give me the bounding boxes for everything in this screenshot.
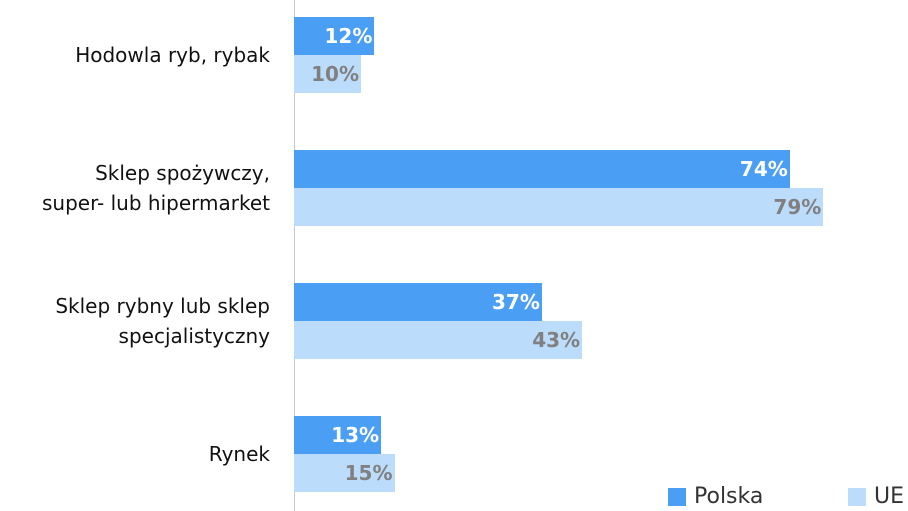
legend-label: Polska [694, 484, 764, 509]
category-label: Sklep spożywczy, super- lub hipermarket [42, 161, 270, 215]
bar [294, 454, 395, 492]
legend-swatch [668, 488, 686, 506]
value-label: 37% [492, 290, 540, 314]
value-label: 10% [311, 62, 359, 86]
value-label: 74% [739, 157, 788, 181]
category-label: Hodowla ryb, rybak [75, 43, 270, 67]
value-label: 13% [331, 423, 380, 447]
value-label: 12% [324, 24, 373, 48]
bar [294, 150, 790, 188]
bar [294, 321, 583, 359]
legend-swatch [848, 488, 866, 506]
bar [294, 55, 361, 93]
category-label: Sklep rybny lub sklep specjalistyczny [55, 294, 270, 348]
legend-label: UE [874, 484, 905, 509]
axis-line [294, 0, 295, 511]
value-label: 15% [344, 461, 393, 485]
category-label: Rynek [208, 442, 270, 466]
bar [294, 17, 375, 55]
bar [294, 416, 382, 454]
bar [294, 283, 542, 321]
value-label: 79% [773, 195, 822, 219]
value-label: 43% [532, 328, 581, 352]
bar [294, 188, 824, 226]
